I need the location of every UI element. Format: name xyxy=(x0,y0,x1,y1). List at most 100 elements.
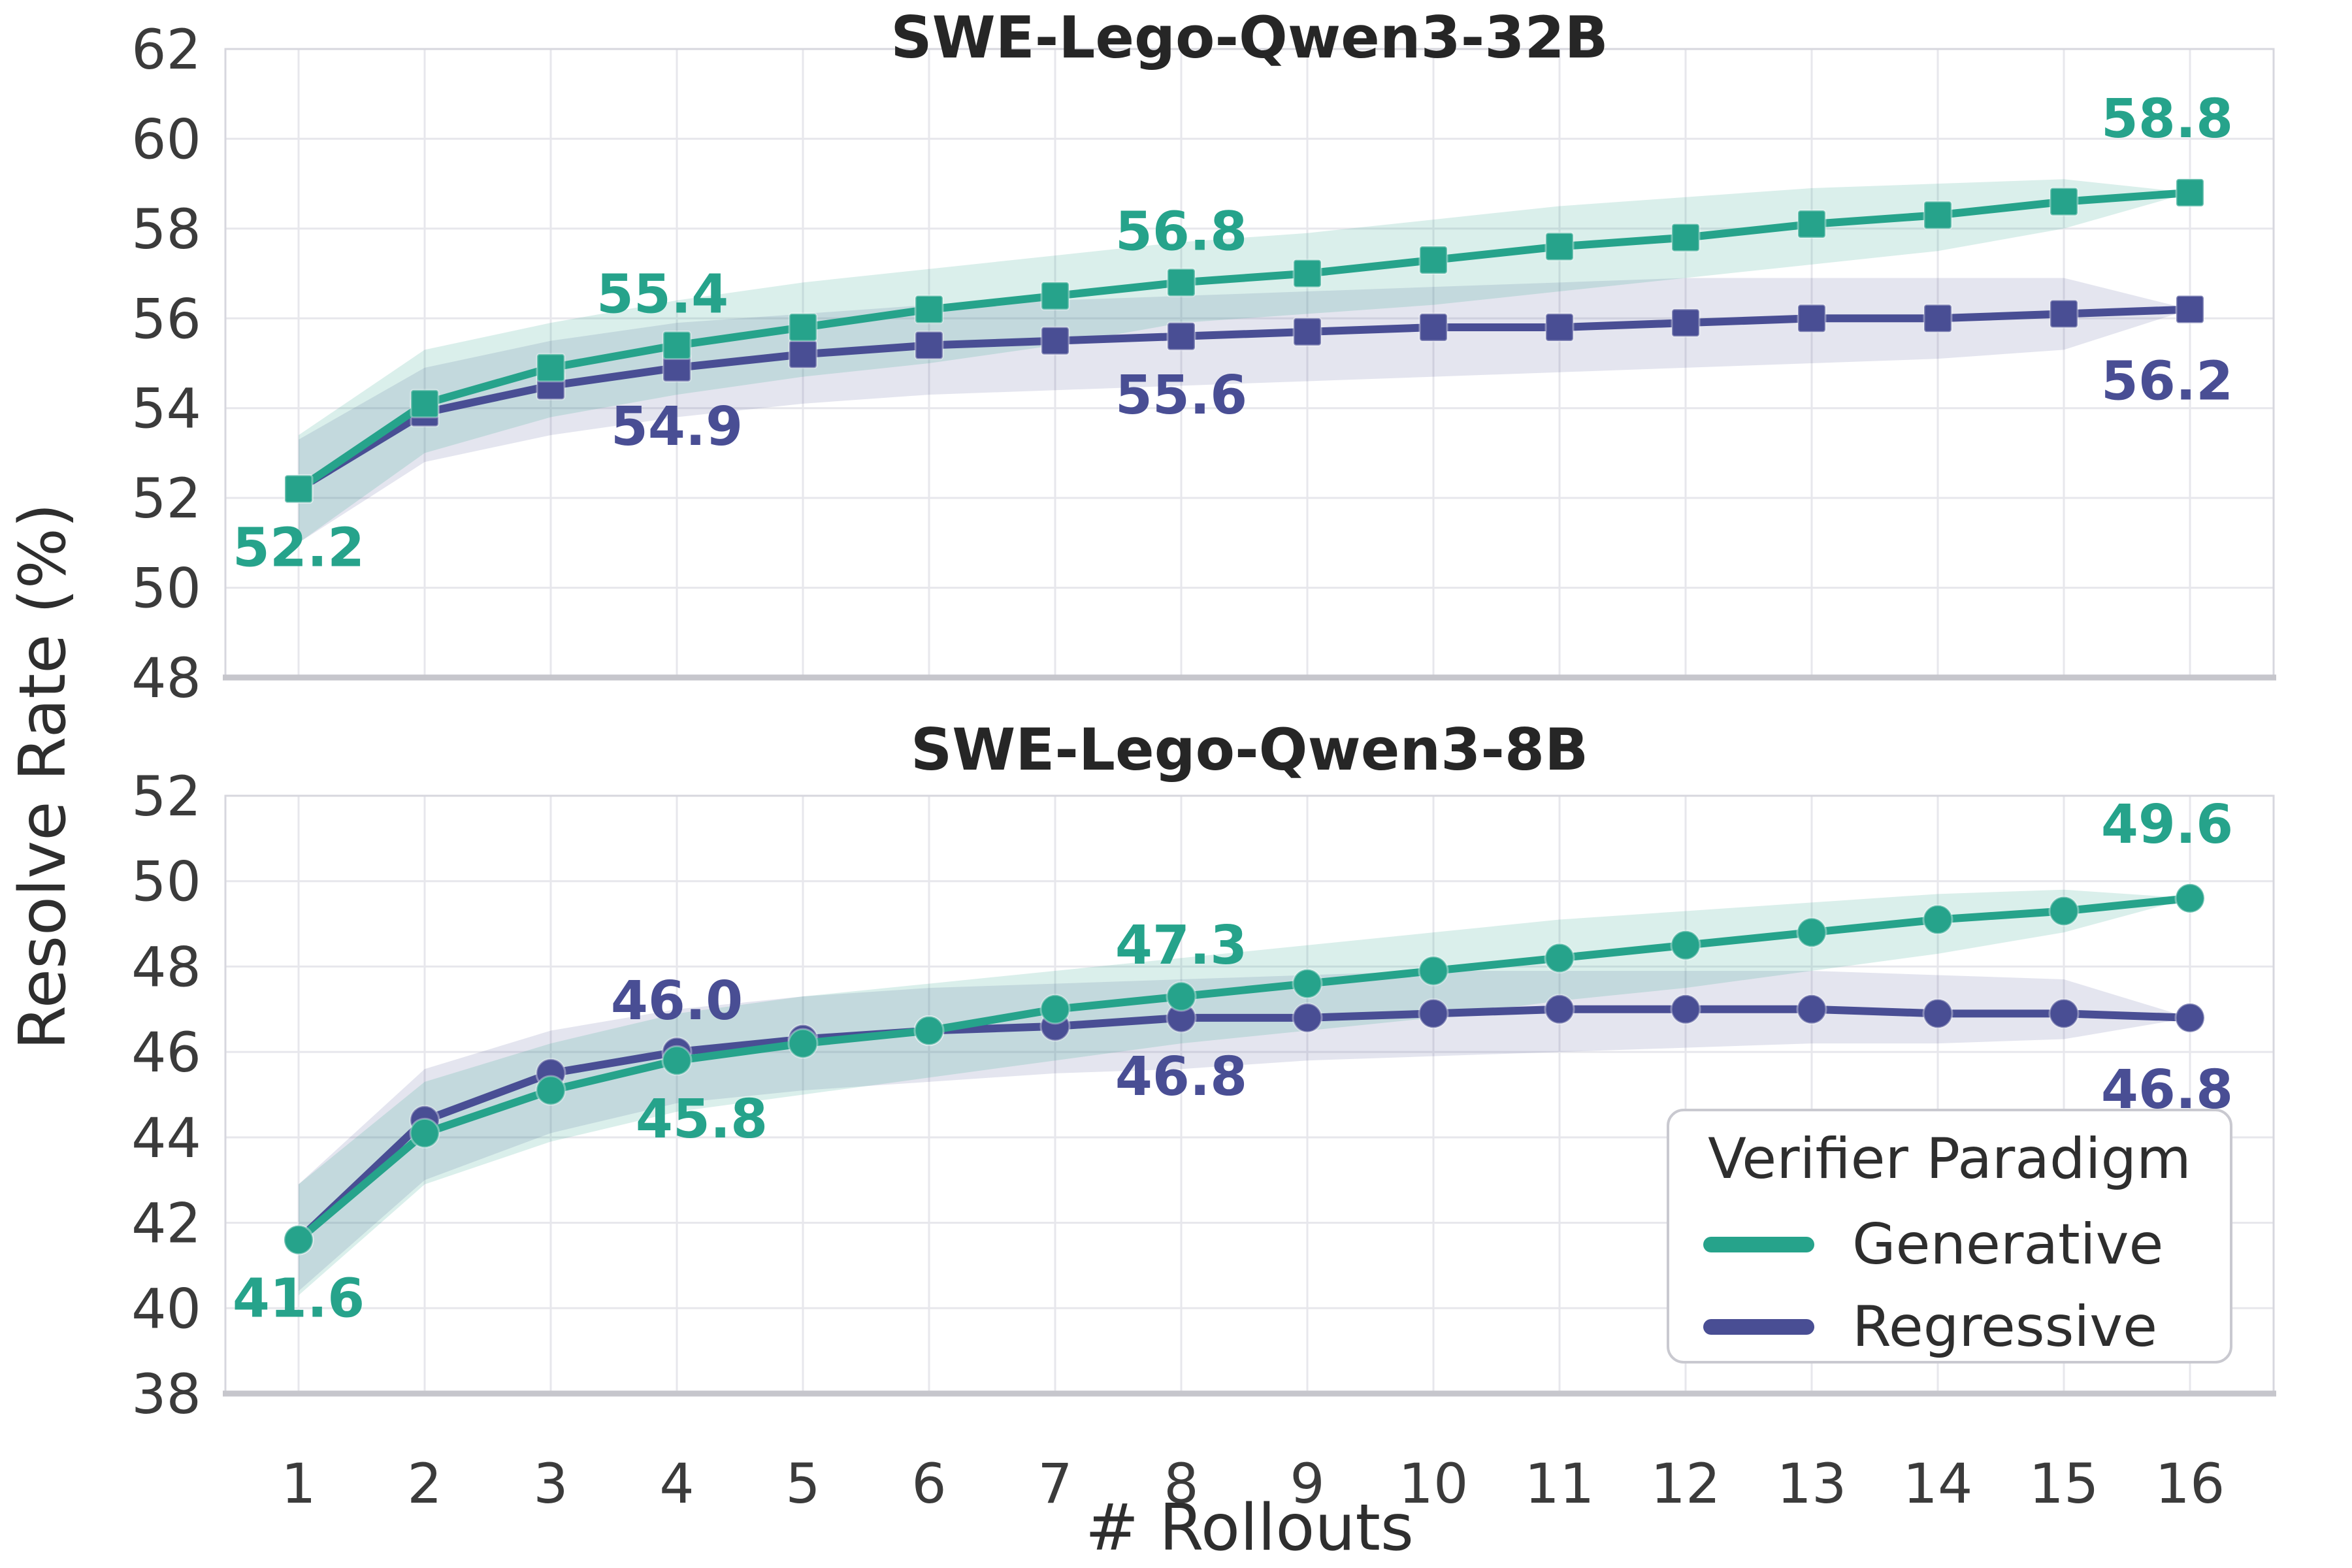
value-label: 54.9 xyxy=(611,396,743,458)
marker-generative xyxy=(1797,209,1827,239)
y-tick-label: 38 xyxy=(131,1362,201,1426)
series-line-generative xyxy=(295,894,2194,1244)
value-label: 52.2 xyxy=(233,517,365,579)
series-line-generative xyxy=(295,188,2194,493)
marker-generative xyxy=(1922,904,1953,936)
chart-title-32b: SWE-Lego-Qwen3-32B xyxy=(890,4,1609,71)
x-tick-label: 11 xyxy=(1525,1452,1595,1516)
marker-generative xyxy=(2048,895,2080,926)
marker-generative xyxy=(913,1015,945,1046)
marker-regressive xyxy=(914,331,944,361)
legend-title: Verifier Paradigm xyxy=(1708,1126,2191,1192)
y-tick-label: 42 xyxy=(131,1192,201,1256)
legend-box: Verifier Paradigm Generative Regressive xyxy=(1667,1109,2232,1364)
marker-regressive xyxy=(1671,308,1701,338)
marker-generative xyxy=(661,1045,693,1076)
marker-generative xyxy=(409,1117,440,1149)
marker-generative xyxy=(1796,917,1827,948)
marker-regressive xyxy=(1292,317,1322,347)
marker-generative xyxy=(1418,245,1448,275)
x-tick-label: 10 xyxy=(1399,1452,1469,1516)
x-tick-label: 16 xyxy=(2155,1452,2225,1516)
marker-generative xyxy=(2175,178,2205,208)
marker-regressive xyxy=(1292,1002,1323,1034)
marker-generative xyxy=(1544,942,1575,973)
marker-generative xyxy=(2174,883,2206,914)
marker-generative xyxy=(410,389,440,419)
marker-generative xyxy=(1923,200,1953,230)
marker-regressive xyxy=(1923,303,1953,333)
marker-regressive xyxy=(1166,321,1196,351)
x-tick-label: 13 xyxy=(1777,1452,1847,1516)
x-tick-label: 2 xyxy=(407,1452,442,1516)
marker-generative xyxy=(1166,981,1197,1012)
marker-generative xyxy=(1671,223,1701,253)
marker-regressive xyxy=(2048,998,2080,1029)
x-tick-label: 8 xyxy=(1164,1452,1198,1516)
marker-generative xyxy=(1166,267,1196,297)
y-tick-label: 54 xyxy=(131,377,201,441)
confidence-band-regressive xyxy=(299,278,2190,543)
value-label: 56.2 xyxy=(2101,351,2233,413)
y-tick-label: 48 xyxy=(131,935,201,999)
marker-generative xyxy=(914,295,944,325)
marker-generative xyxy=(1418,955,1449,987)
marker-generative xyxy=(535,1075,566,1106)
marker-generative xyxy=(536,353,566,383)
value-label: 58.8 xyxy=(2101,88,2233,150)
legend-item-regressive: Regressive xyxy=(1669,1299,2230,1355)
value-label: 46.0 xyxy=(611,970,743,1032)
marker-generative xyxy=(283,1224,314,1256)
y-axis-label: Resolve Rate (%) xyxy=(6,502,80,1050)
marker-regressive xyxy=(1796,994,1827,1025)
confidence-band-generative xyxy=(299,889,2190,1296)
y-tick-label: 46 xyxy=(131,1021,201,1085)
series-line-regressive xyxy=(295,305,2194,493)
marker-regressive xyxy=(1922,998,1953,1029)
marker-regressive xyxy=(1544,994,1575,1025)
x-tick-label: 14 xyxy=(1903,1452,1973,1516)
x-tick-label: 4 xyxy=(659,1452,694,1516)
value-label: 55.4 xyxy=(596,264,728,326)
y-tick-label: 62 xyxy=(131,18,201,82)
value-label: 41.6 xyxy=(233,1268,365,1330)
marker-generative xyxy=(1670,930,1701,961)
value-label: 49.6 xyxy=(2101,794,2233,856)
y-tick-label: 52 xyxy=(131,466,201,531)
marker-generative xyxy=(1292,259,1322,289)
marker-regressive xyxy=(1418,998,1449,1029)
x-axis-label: # Rollouts xyxy=(1085,1491,1414,1565)
legend-label-regressive: Regressive xyxy=(1852,1294,2158,1360)
chart-title-8b: SWE-Lego-Qwen3-8B xyxy=(910,716,1589,783)
x-tick-label: 12 xyxy=(1651,1452,1721,1516)
y-tick-label: 44 xyxy=(131,1106,201,1170)
marker-regressive xyxy=(1544,312,1575,342)
marker-regressive xyxy=(2049,299,2079,329)
legend-item-generative: Generative xyxy=(1669,1217,2230,1273)
x-tick-label: 3 xyxy=(533,1452,568,1516)
series-line-regressive xyxy=(295,1005,2194,1244)
x-tick-label: 7 xyxy=(1037,1452,1072,1516)
marker-generative xyxy=(788,312,818,342)
y-tick-label: 48 xyxy=(131,646,201,710)
marker-generative xyxy=(2049,187,2079,217)
confidence-band-generative xyxy=(299,179,2190,543)
marker-regressive xyxy=(1040,326,1070,356)
marker-regressive xyxy=(1670,994,1701,1025)
marker-generative xyxy=(1292,968,1323,1000)
marker-regressive xyxy=(1797,303,1827,333)
x-tick-label: 9 xyxy=(1290,1452,1324,1516)
value-label: 47.3 xyxy=(1115,915,1247,977)
legend-label-generative: Generative xyxy=(1852,1211,2164,1277)
y-tick-label: 52 xyxy=(131,764,201,828)
y-tick-label: 60 xyxy=(131,107,201,171)
marker-generative xyxy=(662,331,692,361)
x-tick-label: 1 xyxy=(281,1452,316,1516)
value-label: 56.8 xyxy=(1115,201,1247,263)
marker-generative xyxy=(787,1028,819,1059)
regressive-line-swatch xyxy=(1703,1318,1814,1335)
marker-regressive xyxy=(1418,312,1448,342)
generative-line-swatch xyxy=(1703,1236,1814,1252)
